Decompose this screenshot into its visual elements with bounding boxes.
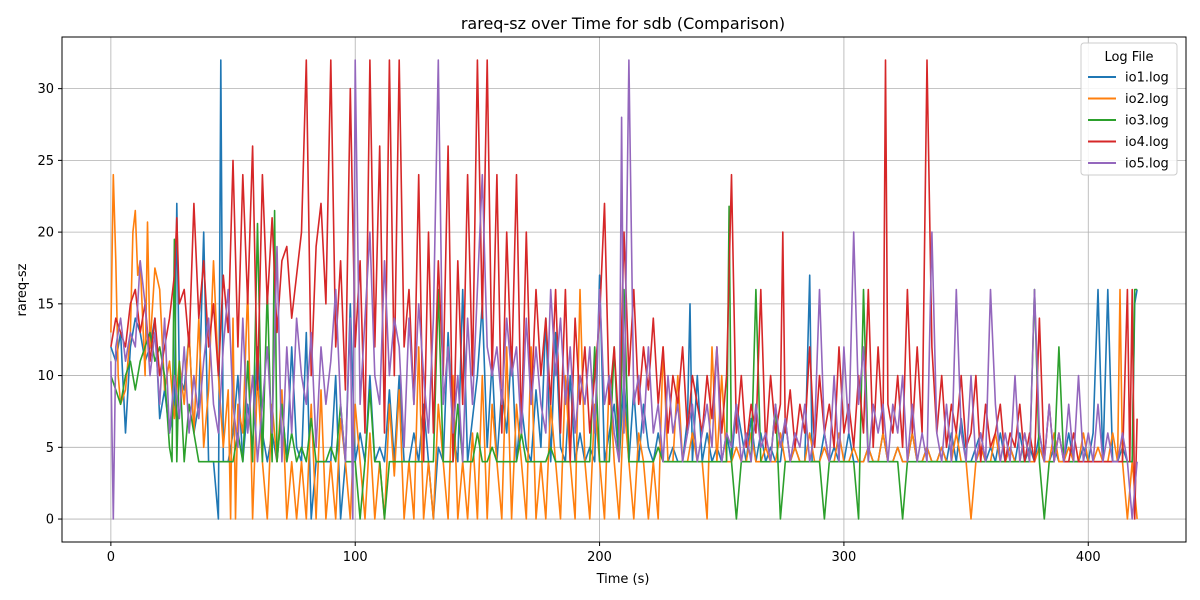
legend: Log File io1.log io2.log io3.log io4.log io5… [1080,42,1178,176]
y-tick-label: 20 [37,226,54,241]
axes-frame [61,36,1187,543]
legend-entry: io1.log [1125,71,1169,86]
legend-entry: io5.log [1125,157,1169,172]
y-tick-label: 0 [46,513,54,528]
legend-title: Log File [1104,50,1153,65]
chart-title: rareq-sz over Time for sdb (Comparison) [461,14,785,33]
x-axis: 0 100 200 300 400 [107,542,1101,565]
y-tick-label: 15 [37,297,54,312]
series-line-io4-log [110,59,1138,520]
x-tick-label: 300 [831,550,856,565]
x-tick-label: 100 [343,550,368,565]
x-tick-label: 0 [107,550,115,565]
y-tick-label: 30 [37,82,54,97]
legend-entry: io3.log [1125,114,1169,129]
x-axis-label: Time (s) [596,572,650,587]
legend-entry: io4.log [1125,135,1169,150]
legend-entry: io2.log [1125,92,1169,107]
x-tick-label: 200 [587,550,612,565]
y-tick-label: 5 [46,441,54,456]
series-line-io5-log [110,59,1138,520]
plot-area [110,59,1138,520]
y-tick-label: 25 [37,154,54,169]
y-axis: 0 5 10 15 20 25 30 [37,82,62,528]
x-tick-label: 400 [1076,550,1101,565]
legend-items: io1.log io2.log io3.log io4.log io5.log [1088,71,1169,172]
y-axis-label: rareq-sz [15,263,30,316]
y-tick-label: 10 [37,369,54,384]
